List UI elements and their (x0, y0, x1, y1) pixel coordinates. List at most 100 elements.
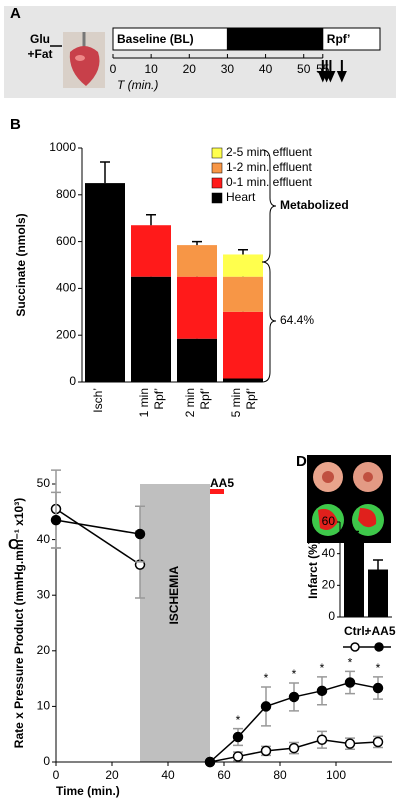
x-tick-label: 0 (110, 62, 117, 76)
series-line (55, 519, 141, 535)
y-tick-label: 200 (56, 327, 76, 341)
data-point (288, 691, 300, 703)
data-point (372, 736, 384, 748)
data-point (344, 738, 356, 749)
annotation: Metabolized (280, 198, 349, 212)
treatment-label: Glu (30, 32, 50, 46)
y-axis-label: Infarct (%) (306, 540, 320, 599)
error-bar (349, 530, 359, 543)
y-tick-label: 0 (69, 374, 76, 388)
data-point (204, 756, 216, 768)
data-point (232, 751, 244, 762)
y-tick-label: 60 (322, 514, 336, 528)
significance-star: * (264, 671, 269, 685)
panel-label: C (8, 536, 19, 553)
x-tick-label: 2 min (183, 388, 197, 417)
series-line (55, 508, 141, 566)
bar-segment (177, 276, 217, 339)
treatment-label: AA5 (210, 476, 234, 490)
significance-star: * (292, 667, 297, 681)
x-tick-label: Rpf’ (198, 388, 212, 410)
data-point (372, 682, 384, 694)
x-axis-label: Time (min.) (56, 784, 120, 798)
infarct-images (307, 455, 391, 543)
y-tick-label: 0 (328, 609, 335, 623)
x-tick-label: 100 (326, 768, 346, 782)
panel-label: B (10, 116, 21, 133)
x-tick-label: 30 (221, 62, 235, 76)
sample-arrow (325, 60, 336, 83)
y-axis-label: Rate x Pressure Product (mmHg.min⁻¹ x10³… (12, 498, 26, 748)
heart-photo (63, 32, 105, 88)
bar-segment (131, 276, 171, 382)
error-bar (146, 213, 156, 226)
error-bar (192, 240, 202, 246)
phase (322, 27, 381, 51)
error-bar (100, 161, 110, 184)
x-tick-label: 60 (217, 768, 231, 782)
x-tick-label: 20 (183, 62, 197, 76)
x-tick-label: 5 min (229, 388, 243, 417)
significance-star: * (236, 713, 241, 727)
phase-label: Baseline (BL) (117, 32, 194, 46)
bar-segment (223, 311, 263, 379)
x-tick-label: Isch’ (91, 388, 105, 413)
panel-label: D (296, 453, 307, 470)
x-tick-label: +AA5 (364, 624, 395, 638)
data-point (344, 677, 356, 688)
panel-a-background (4, 6, 396, 98)
x-tick-label: 50 (297, 62, 311, 76)
bar (368, 569, 388, 617)
bar-segment (223, 276, 263, 312)
y-tick-label: 0 (43, 754, 50, 768)
bar-segment (85, 183, 125, 382)
x-tick-label: Rpf’ (244, 388, 258, 410)
bracket (261, 149, 277, 263)
x-tick-label: 10 (144, 62, 158, 76)
legend-label: Heart (226, 190, 256, 204)
significance-star: * (320, 661, 325, 675)
bar-segment (177, 338, 217, 382)
data-point (288, 742, 300, 754)
legend-marker (374, 642, 384, 652)
legend-swatch (211, 177, 223, 189)
bar-segment (177, 245, 217, 277)
x-axis-label: T (min.) (117, 78, 158, 92)
ischemia-label: ISCHEMIA (167, 566, 181, 625)
x-tick-label: 40 (259, 62, 273, 76)
legend-swatch (211, 147, 223, 159)
x-tick-label: 1 min (137, 388, 151, 417)
legend-marker (350, 642, 360, 652)
y-tick-label: 800 (56, 187, 76, 201)
panel-label: A (10, 5, 21, 22)
y-tick-label: 400 (56, 281, 76, 295)
significance-star: * (348, 656, 353, 670)
x-tick-label: 0 (53, 768, 60, 782)
significance-star: * (376, 661, 381, 675)
data-point (316, 734, 328, 746)
y-tick-label: 20 (37, 643, 51, 657)
data-point (316, 685, 328, 697)
sample-arrow (336, 60, 347, 83)
x-tick-label: Ctrl. (344, 624, 368, 638)
x-tick-label: 80 (273, 768, 287, 782)
legend-swatch (211, 162, 223, 174)
x-tick-label: 40 (161, 768, 175, 782)
y-tick-label: 1000 (49, 140, 76, 154)
data-point (260, 745, 272, 757)
y-tick-label: 10 (37, 699, 51, 713)
bracket (261, 261, 277, 383)
phase-label: Ischemia (231, 32, 283, 46)
error-bar (373, 559, 383, 570)
legend-label: 2-5 min. effluent (226, 145, 312, 159)
data-point (260, 701, 272, 712)
y-tick-label: 600 (56, 234, 76, 248)
y-axis-label: Succinate (nmols) (14, 213, 28, 316)
legend-label: 0-1 min. effluent (226, 175, 312, 189)
data-point (232, 731, 244, 743)
treatment-label: +Fat (27, 47, 52, 61)
x-tick-label: Rpf’ (152, 388, 166, 410)
y-tick-label: 20 (322, 578, 336, 592)
annotation: 64.4% (280, 313, 314, 327)
